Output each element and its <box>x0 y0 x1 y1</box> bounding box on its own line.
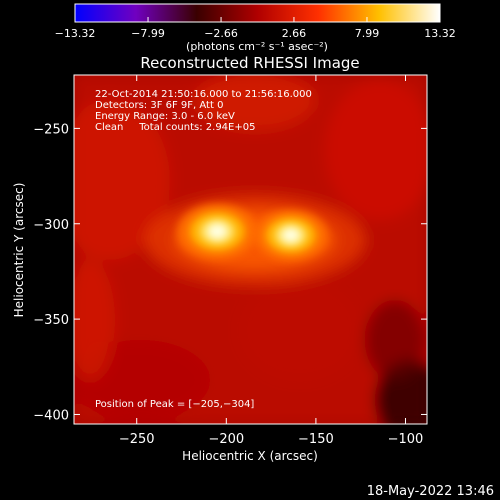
footer-timestamp: 18-May-2022 13:46 <box>367 484 494 499</box>
y-axis-label: Heliocentric Y (arcsec) <box>12 183 26 318</box>
x-tick-label: −200 <box>208 432 244 447</box>
y-tick-label: −400 <box>33 408 69 423</box>
flare-sources <box>177 203 328 261</box>
plot-annotations: 22-Oct-2014 21:50:16.000 to 21:56:16.000… <box>95 89 312 410</box>
colorbar-tick-label: 7.99 <box>355 27 380 40</box>
colorbar-tick-label: −2.66 <box>204 27 238 40</box>
chart-title: Reconstructed RHESSI Image <box>140 54 359 72</box>
colorbar-tick-label: −7.99 <box>131 27 165 40</box>
annotation-detectors: Detectors: 3F 6F 9F, Att 0 <box>95 100 223 111</box>
y-tick-label: −350 <box>33 313 69 328</box>
annotation-clean-counts: Clean Total counts: 2.94E+05 <box>95 122 255 133</box>
colorbar-unit-label: (photons cm⁻² s⁻¹ asec⁻²) <box>186 40 328 53</box>
x-axis-label: Heliocentric X (arcsec) <box>182 449 318 463</box>
x-tick-label: −100 <box>388 432 424 447</box>
axes: −250 −200 −150 −100 −250 −300 −350 −400 <box>33 75 427 447</box>
x-tick-label: −150 <box>298 432 334 447</box>
colorbar: −13.32 −7.99 −2.66 2.66 7.99 13.32 (photons c… <box>55 3 456 53</box>
annotation-peak-position: Position of Peak = [−205,−304] <box>95 399 254 410</box>
y-tick-label: −300 <box>33 218 69 233</box>
colorbar-ticks: −13.32 −7.99 −2.66 2.66 7.99 13.32 <box>55 17 456 40</box>
annotation-time-range: 22-Oct-2014 21:50:16.000 to 21:56:16.000 <box>95 89 312 100</box>
heatmap-image <box>74 75 427 424</box>
colorbar-tick-label: 2.66 <box>282 27 307 40</box>
colorbar-tick-label: 13.32 <box>424 27 456 40</box>
plot-frame <box>73 74 428 425</box>
flare-source-1 <box>177 203 258 260</box>
y-tick-label: −250 <box>33 122 69 137</box>
annotation-energy-range: Energy Range: 3.0 - 6.0 keV <box>95 111 235 122</box>
x-tick-label: −250 <box>119 432 155 447</box>
colorbar-gradient <box>74 3 441 23</box>
flare-source-2 <box>254 209 328 261</box>
colorbar-tick-label: −13.32 <box>55 27 96 40</box>
